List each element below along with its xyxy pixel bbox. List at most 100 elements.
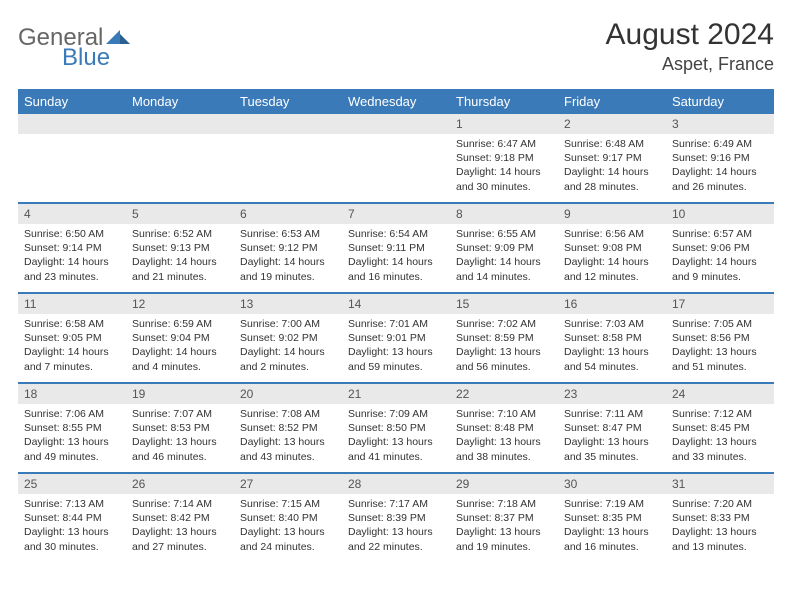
day-info: Sunrise: 7:12 AMSunset: 8:45 PMDaylight:… bbox=[666, 404, 774, 470]
day-cell: 25Sunrise: 7:13 AMSunset: 8:44 PMDayligh… bbox=[18, 474, 126, 562]
day-number: 26 bbox=[126, 474, 234, 494]
day-number: 13 bbox=[234, 294, 342, 314]
day-number: 15 bbox=[450, 294, 558, 314]
day-number: 7 bbox=[342, 204, 450, 224]
day-info: Sunrise: 7:07 AMSunset: 8:53 PMDaylight:… bbox=[126, 404, 234, 470]
day-cell: 29Sunrise: 7:18 AMSunset: 8:37 PMDayligh… bbox=[450, 474, 558, 562]
day-info: Sunrise: 7:15 AMSunset: 8:40 PMDaylight:… bbox=[234, 494, 342, 560]
day-cell: 11Sunrise: 6:58 AMSunset: 9:05 PMDayligh… bbox=[18, 294, 126, 382]
day-cell: 13Sunrise: 7:00 AMSunset: 9:02 PMDayligh… bbox=[234, 294, 342, 382]
day-info: Sunrise: 7:14 AMSunset: 8:42 PMDaylight:… bbox=[126, 494, 234, 560]
day-number bbox=[126, 114, 234, 134]
day-header-saturday: Saturday bbox=[666, 89, 774, 114]
day-cell: 10Sunrise: 6:57 AMSunset: 9:06 PMDayligh… bbox=[666, 204, 774, 292]
day-info: Sunrise: 7:03 AMSunset: 8:58 PMDaylight:… bbox=[558, 314, 666, 380]
day-info: Sunrise: 6:59 AMSunset: 9:04 PMDaylight:… bbox=[126, 314, 234, 380]
day-header-row: SundayMondayTuesdayWednesdayThursdayFrid… bbox=[18, 89, 774, 114]
title-block: August 2024 Aspet, France bbox=[606, 18, 774, 75]
day-cell: 4Sunrise: 6:50 AMSunset: 9:14 PMDaylight… bbox=[18, 204, 126, 292]
day-number bbox=[342, 114, 450, 134]
day-info: Sunrise: 7:19 AMSunset: 8:35 PMDaylight:… bbox=[558, 494, 666, 560]
day-number: 5 bbox=[126, 204, 234, 224]
day-number: 18 bbox=[18, 384, 126, 404]
day-info: Sunrise: 7:09 AMSunset: 8:50 PMDaylight:… bbox=[342, 404, 450, 470]
location: Aspet, France bbox=[606, 54, 774, 75]
day-info: Sunrise: 6:50 AMSunset: 9:14 PMDaylight:… bbox=[18, 224, 126, 290]
day-number: 2 bbox=[558, 114, 666, 134]
header: GeneralBlue August 2024 Aspet, France bbox=[18, 18, 774, 75]
day-number: 20 bbox=[234, 384, 342, 404]
day-cell: 5Sunrise: 6:52 AMSunset: 9:13 PMDaylight… bbox=[126, 204, 234, 292]
day-cell: 22Sunrise: 7:10 AMSunset: 8:48 PMDayligh… bbox=[450, 384, 558, 472]
day-cell: 18Sunrise: 7:06 AMSunset: 8:55 PMDayligh… bbox=[18, 384, 126, 472]
day-number: 9 bbox=[558, 204, 666, 224]
day-info: Sunrise: 6:47 AMSunset: 9:18 PMDaylight:… bbox=[450, 134, 558, 200]
day-info: Sunrise: 7:20 AMSunset: 8:33 PMDaylight:… bbox=[666, 494, 774, 560]
day-number: 31 bbox=[666, 474, 774, 494]
day-number: 19 bbox=[126, 384, 234, 404]
day-info: Sunrise: 7:18 AMSunset: 8:37 PMDaylight:… bbox=[450, 494, 558, 560]
day-number: 29 bbox=[450, 474, 558, 494]
day-header-monday: Monday bbox=[126, 89, 234, 114]
day-info: Sunrise: 7:17 AMSunset: 8:39 PMDaylight:… bbox=[342, 494, 450, 560]
day-info: Sunrise: 7:06 AMSunset: 8:55 PMDaylight:… bbox=[18, 404, 126, 470]
day-cell: 21Sunrise: 7:09 AMSunset: 8:50 PMDayligh… bbox=[342, 384, 450, 472]
logo-text-blue: Blue bbox=[62, 44, 110, 72]
day-cell bbox=[126, 114, 234, 202]
day-cell: 30Sunrise: 7:19 AMSunset: 8:35 PMDayligh… bbox=[558, 474, 666, 562]
day-number: 28 bbox=[342, 474, 450, 494]
day-cell: 27Sunrise: 7:15 AMSunset: 8:40 PMDayligh… bbox=[234, 474, 342, 562]
day-info: Sunrise: 7:10 AMSunset: 8:48 PMDaylight:… bbox=[450, 404, 558, 470]
day-cell bbox=[18, 114, 126, 202]
day-cell: 14Sunrise: 7:01 AMSunset: 9:01 PMDayligh… bbox=[342, 294, 450, 382]
month-title: August 2024 bbox=[606, 18, 774, 52]
day-info: Sunrise: 7:11 AMSunset: 8:47 PMDaylight:… bbox=[558, 404, 666, 470]
day-cell: 6Sunrise: 6:53 AMSunset: 9:12 PMDaylight… bbox=[234, 204, 342, 292]
day-cell: 23Sunrise: 7:11 AMSunset: 8:47 PMDayligh… bbox=[558, 384, 666, 472]
day-number: 14 bbox=[342, 294, 450, 314]
day-number: 25 bbox=[18, 474, 126, 494]
week-row: 1Sunrise: 6:47 AMSunset: 9:18 PMDaylight… bbox=[18, 114, 774, 202]
week-row: 25Sunrise: 7:13 AMSunset: 8:44 PMDayligh… bbox=[18, 472, 774, 562]
day-info: Sunrise: 6:53 AMSunset: 9:12 PMDaylight:… bbox=[234, 224, 342, 290]
week-row: 18Sunrise: 7:06 AMSunset: 8:55 PMDayligh… bbox=[18, 382, 774, 472]
day-number: 3 bbox=[666, 114, 774, 134]
day-cell bbox=[342, 114, 450, 202]
day-number: 24 bbox=[666, 384, 774, 404]
day-number: 22 bbox=[450, 384, 558, 404]
day-cell: 26Sunrise: 7:14 AMSunset: 8:42 PMDayligh… bbox=[126, 474, 234, 562]
day-cell: 9Sunrise: 6:56 AMSunset: 9:08 PMDaylight… bbox=[558, 204, 666, 292]
day-info: Sunrise: 7:01 AMSunset: 9:01 PMDaylight:… bbox=[342, 314, 450, 380]
day-info: Sunrise: 6:55 AMSunset: 9:09 PMDaylight:… bbox=[450, 224, 558, 290]
day-info: Sunrise: 7:08 AMSunset: 8:52 PMDaylight:… bbox=[234, 404, 342, 470]
day-cell: 15Sunrise: 7:02 AMSunset: 8:59 PMDayligh… bbox=[450, 294, 558, 382]
day-info: Sunrise: 6:48 AMSunset: 9:17 PMDaylight:… bbox=[558, 134, 666, 200]
day-header-sunday: Sunday bbox=[18, 89, 126, 114]
week-row: 11Sunrise: 6:58 AMSunset: 9:05 PMDayligh… bbox=[18, 292, 774, 382]
day-cell: 20Sunrise: 7:08 AMSunset: 8:52 PMDayligh… bbox=[234, 384, 342, 472]
day-cell: 24Sunrise: 7:12 AMSunset: 8:45 PMDayligh… bbox=[666, 384, 774, 472]
day-cell: 2Sunrise: 6:48 AMSunset: 9:17 PMDaylight… bbox=[558, 114, 666, 202]
day-header-tuesday: Tuesday bbox=[234, 89, 342, 114]
day-number: 23 bbox=[558, 384, 666, 404]
day-number: 16 bbox=[558, 294, 666, 314]
day-cell: 28Sunrise: 7:17 AMSunset: 8:39 PMDayligh… bbox=[342, 474, 450, 562]
day-cell: 19Sunrise: 7:07 AMSunset: 8:53 PMDayligh… bbox=[126, 384, 234, 472]
day-number: 11 bbox=[18, 294, 126, 314]
day-number: 6 bbox=[234, 204, 342, 224]
day-number: 10 bbox=[666, 204, 774, 224]
day-number: 8 bbox=[450, 204, 558, 224]
day-header-thursday: Thursday bbox=[450, 89, 558, 114]
day-cell: 17Sunrise: 7:05 AMSunset: 8:56 PMDayligh… bbox=[666, 294, 774, 382]
day-number: 30 bbox=[558, 474, 666, 494]
day-number: 4 bbox=[18, 204, 126, 224]
day-cell bbox=[234, 114, 342, 202]
day-info: Sunrise: 7:02 AMSunset: 8:59 PMDaylight:… bbox=[450, 314, 558, 380]
day-info: Sunrise: 7:05 AMSunset: 8:56 PMDaylight:… bbox=[666, 314, 774, 380]
logo: GeneralBlue bbox=[18, 24, 130, 72]
day-header-friday: Friday bbox=[558, 89, 666, 114]
day-cell: 31Sunrise: 7:20 AMSunset: 8:33 PMDayligh… bbox=[666, 474, 774, 562]
day-number: 12 bbox=[126, 294, 234, 314]
day-cell: 16Sunrise: 7:03 AMSunset: 8:58 PMDayligh… bbox=[558, 294, 666, 382]
day-number bbox=[18, 114, 126, 134]
